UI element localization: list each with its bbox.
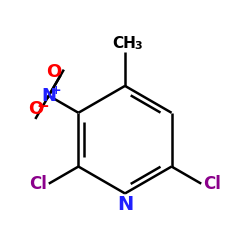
Text: Cl: Cl	[203, 175, 221, 193]
Text: 3: 3	[134, 42, 142, 51]
Text: N: N	[117, 196, 133, 214]
Text: +: +	[50, 84, 61, 97]
Text: CH: CH	[112, 36, 136, 51]
Text: −: −	[36, 98, 49, 114]
Text: N: N	[41, 87, 56, 105]
Text: O: O	[46, 64, 61, 82]
Text: Cl: Cl	[29, 175, 47, 193]
Text: O: O	[28, 100, 43, 118]
